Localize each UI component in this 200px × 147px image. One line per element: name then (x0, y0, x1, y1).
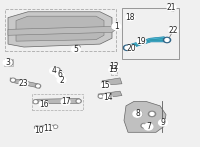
Circle shape (72, 46, 80, 52)
Circle shape (59, 72, 63, 76)
Text: 14: 14 (103, 93, 112, 102)
Circle shape (142, 125, 146, 127)
Circle shape (33, 100, 38, 104)
Circle shape (4, 59, 13, 66)
Polygon shape (125, 37, 168, 51)
Circle shape (50, 68, 58, 74)
Circle shape (125, 46, 129, 49)
Text: 13: 13 (108, 65, 118, 74)
Circle shape (35, 127, 44, 134)
Circle shape (169, 27, 178, 33)
Circle shape (133, 111, 142, 117)
Circle shape (37, 85, 39, 87)
Polygon shape (102, 78, 122, 85)
Circle shape (123, 45, 131, 50)
Polygon shape (98, 91, 122, 98)
Circle shape (55, 72, 64, 78)
Circle shape (163, 37, 171, 43)
Text: 11: 11 (44, 124, 53, 133)
Text: 8: 8 (135, 109, 140, 118)
Text: 21: 21 (167, 3, 176, 12)
Polygon shape (8, 12, 112, 47)
Circle shape (55, 69, 59, 71)
Circle shape (35, 126, 39, 129)
Circle shape (102, 81, 107, 85)
Circle shape (75, 46, 79, 49)
Circle shape (159, 120, 167, 126)
Text: 23: 23 (19, 79, 28, 88)
Text: 5: 5 (74, 45, 78, 54)
Circle shape (170, 7, 175, 11)
Circle shape (150, 112, 154, 115)
Text: 9: 9 (161, 118, 165, 127)
Circle shape (12, 79, 14, 81)
Text: 17: 17 (61, 97, 70, 106)
Polygon shape (124, 101, 166, 132)
Polygon shape (35, 125, 57, 129)
Circle shape (109, 67, 118, 73)
Circle shape (44, 125, 53, 131)
Circle shape (77, 100, 80, 102)
Text: 4: 4 (52, 66, 56, 75)
Circle shape (110, 63, 119, 70)
Circle shape (101, 82, 110, 89)
Circle shape (36, 127, 38, 128)
Circle shape (144, 123, 153, 130)
Circle shape (137, 38, 146, 45)
Circle shape (61, 98, 70, 105)
Polygon shape (128, 39, 166, 49)
Circle shape (54, 125, 58, 128)
Text: 19: 19 (137, 37, 146, 46)
Circle shape (3, 59, 12, 66)
Circle shape (171, 8, 174, 10)
Text: 10: 10 (35, 126, 44, 135)
Circle shape (54, 68, 60, 72)
Circle shape (57, 77, 66, 83)
Circle shape (39, 101, 48, 107)
Circle shape (137, 112, 141, 115)
Circle shape (126, 14, 135, 21)
Text: 20: 20 (127, 44, 136, 53)
Text: 6: 6 (57, 70, 62, 80)
Circle shape (55, 126, 57, 127)
Circle shape (167, 4, 176, 11)
Text: 22: 22 (169, 26, 178, 35)
Polygon shape (33, 98, 81, 104)
Polygon shape (58, 74, 63, 79)
Circle shape (6, 61, 11, 64)
Circle shape (19, 80, 28, 87)
Circle shape (112, 23, 121, 30)
Circle shape (98, 95, 103, 98)
Text: 12: 12 (110, 62, 119, 71)
Circle shape (165, 39, 169, 41)
Text: 18: 18 (126, 13, 135, 22)
Circle shape (34, 101, 37, 103)
Polygon shape (16, 16, 104, 41)
Text: 1: 1 (114, 22, 119, 31)
Circle shape (35, 84, 41, 88)
Circle shape (10, 78, 16, 82)
Circle shape (99, 95, 102, 97)
Polygon shape (10, 78, 40, 88)
Circle shape (135, 111, 142, 117)
Text: 7: 7 (146, 122, 151, 131)
Polygon shape (8, 26, 116, 35)
Circle shape (127, 45, 136, 51)
Circle shape (60, 73, 62, 75)
Text: 15: 15 (101, 81, 110, 90)
Circle shape (76, 99, 81, 103)
Text: 3: 3 (5, 58, 10, 67)
Circle shape (74, 45, 80, 50)
Circle shape (148, 111, 156, 117)
Text: 2: 2 (59, 76, 64, 85)
Circle shape (103, 94, 112, 101)
Circle shape (141, 123, 147, 128)
Text: 16: 16 (39, 100, 48, 109)
Circle shape (103, 82, 106, 84)
